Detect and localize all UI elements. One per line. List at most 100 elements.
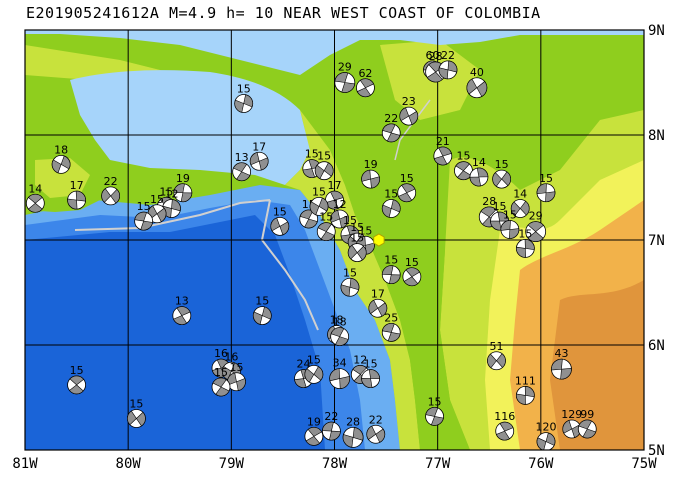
compressional-quadrant [318, 197, 329, 212]
compressional-quadrant [455, 161, 470, 172]
compressional-quadrant [527, 221, 544, 232]
latitude-label: 9N [648, 23, 665, 39]
compressional-quadrant [516, 393, 526, 405]
compressional-quadrant [381, 265, 394, 275]
compressional-quadrant [110, 189, 120, 204]
focal-mechanism: 15 [314, 150, 334, 181]
compressional-quadrant [330, 327, 345, 337]
compressional-quadrant [313, 366, 324, 381]
compressional-quadrant [466, 78, 478, 95]
depth-label: 17 [328, 179, 342, 192]
depth-label: 62 [358, 67, 372, 80]
compressional-quadrant [387, 332, 401, 342]
focal-mechanism: 14 [469, 156, 489, 187]
compressional-quadrant [545, 191, 556, 203]
depth-label: 15 [456, 150, 470, 163]
compressional-quadrant [323, 162, 334, 177]
depth-label: 34 [333, 357, 347, 370]
depth-label: 19 [176, 172, 190, 185]
focal-mechanism: 15 [515, 227, 535, 258]
depth-label: 120 [535, 421, 556, 434]
depth-label: 12 [333, 198, 347, 211]
depth-label: 15 [214, 366, 228, 379]
depth-label: 43 [554, 347, 568, 360]
focal-mechanism: 22 [438, 49, 458, 80]
compressional-quadrant [480, 206, 497, 218]
longitude-label: 81W [12, 456, 38, 472]
compressional-quadrant [156, 207, 167, 223]
compressional-quadrant [508, 228, 520, 239]
compressional-quadrant [524, 239, 535, 250]
focal-mechanism: 17 [67, 179, 86, 210]
depth-label: 15 [312, 185, 326, 198]
depth-label: 17 [70, 179, 84, 192]
depth-label: 16 [214, 347, 228, 360]
compressional-quadrant [330, 209, 341, 223]
compressional-quadrant [180, 192, 193, 203]
compressional-quadrant [258, 157, 269, 171]
latitude-label: 7N [648, 233, 665, 249]
compressional-quadrant [51, 159, 62, 174]
compressional-quadrant [545, 432, 556, 446]
depth-label: 15 [273, 205, 287, 218]
compressional-quadrant [329, 368, 340, 382]
compressional-quadrant [60, 155, 71, 170]
focal-mechanism: 15 [536, 172, 556, 203]
depth-label: 13 [175, 295, 189, 308]
depth-label: 51 [489, 340, 503, 353]
compressional-quadrant [270, 217, 281, 232]
compressional-quadrant [134, 211, 147, 222]
depth-label: 28 [346, 415, 360, 428]
compressional-quadrant [69, 375, 85, 386]
depth-label: 22 [441, 49, 455, 62]
compressional-quadrant [398, 192, 413, 203]
focal-mechanism: 15 [270, 205, 290, 236]
compressional-quadrant [322, 421, 334, 432]
longitude-label: 78W [322, 456, 348, 472]
longitude-label: 80W [116, 456, 142, 472]
compressional-quadrant [261, 306, 272, 320]
compressional-quadrant [302, 168, 316, 178]
compressional-quadrant [140, 220, 153, 231]
depth-label: 15 [343, 214, 357, 227]
compressional-quadrant [536, 437, 547, 450]
depth-label: 15 [150, 193, 164, 206]
compressional-quadrant [516, 246, 526, 258]
compressional-quadrant [236, 378, 246, 391]
compressional-quadrant [212, 377, 227, 388]
depth-label: 14 [472, 156, 486, 169]
depth-label: 15 [70, 364, 84, 377]
compressional-quadrant [173, 315, 188, 325]
depth-label: 15 [255, 295, 269, 308]
compressional-quadrant [469, 176, 482, 187]
compressional-quadrant [249, 152, 260, 166]
latitude-label: 8N [648, 128, 665, 144]
depth-label: 17 [371, 287, 385, 300]
azuero-hills [35, 158, 90, 198]
depth-label: 15 [400, 172, 414, 185]
depth-label: 15 [539, 172, 553, 185]
focal-mechanism: 15 [309, 185, 329, 216]
depth-label: 15 [405, 256, 419, 269]
compressional-quadrant [335, 336, 349, 346]
focal-mechanism: 15 [454, 150, 473, 181]
focal-mechanism: 116 [494, 410, 515, 441]
focal-mechanism: 23 [399, 95, 419, 126]
depth-label: 18 [333, 316, 347, 329]
compressional-quadrant [69, 384, 84, 395]
focal-mechanism: 13 [232, 151, 252, 182]
compressional-quadrant [243, 94, 253, 108]
longitude-label: 76W [528, 456, 554, 472]
event-hexagon [373, 233, 385, 247]
compressional-quadrant [340, 284, 351, 297]
compressional-quadrant [560, 367, 572, 380]
depth-label: 12 [164, 188, 178, 201]
focal-mechanism: 28 [342, 415, 364, 448]
focal-mechanism: 15 [492, 158, 512, 189]
depth-label: 15 [305, 148, 319, 161]
depth-label: 15 [159, 185, 173, 198]
compressional-quadrant [496, 353, 506, 368]
chocó-lowland [330, 140, 470, 450]
compressional-quadrant [352, 365, 367, 375]
compressional-quadrant [426, 71, 443, 83]
